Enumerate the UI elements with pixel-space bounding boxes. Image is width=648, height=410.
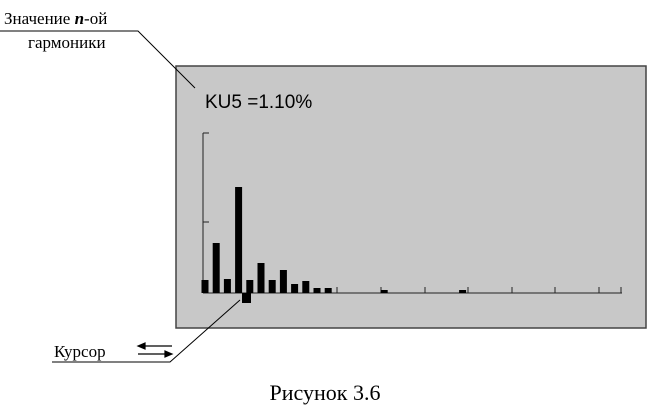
- annotation-text: Значение: [4, 9, 75, 28]
- caption: Рисунок 3.6: [270, 380, 381, 405]
- leader-line: [0, 30, 196, 89]
- bar: [324, 288, 332, 293]
- bar: [246, 280, 254, 293]
- bar: [279, 270, 287, 293]
- bar: [268, 280, 276, 293]
- bar: [380, 290, 388, 293]
- annotation-text: -ой: [84, 9, 107, 28]
- cursor-label: Курсор: [54, 342, 106, 361]
- bar: [212, 243, 220, 293]
- cursor: [242, 293, 251, 303]
- cursor-arrows: [136, 342, 174, 358]
- annotation-variable: n: [75, 9, 84, 28]
- bar: [235, 187, 243, 293]
- bar: [459, 290, 467, 293]
- annotation-line1: Значение n-ой: [4, 9, 107, 28]
- display-screen: [175, 65, 647, 329]
- bar: [223, 279, 231, 293]
- bar: [302, 281, 310, 293]
- leader-line: [52, 299, 241, 363]
- bar: [313, 288, 321, 293]
- bar: [257, 263, 265, 293]
- bar: [291, 284, 299, 293]
- x-axis-ticks: [336, 287, 622, 293]
- annotation-line2: гармоники: [28, 33, 106, 52]
- chart-title: KU5 =1.10%: [205, 92, 312, 113]
- bar: [201, 280, 209, 293]
